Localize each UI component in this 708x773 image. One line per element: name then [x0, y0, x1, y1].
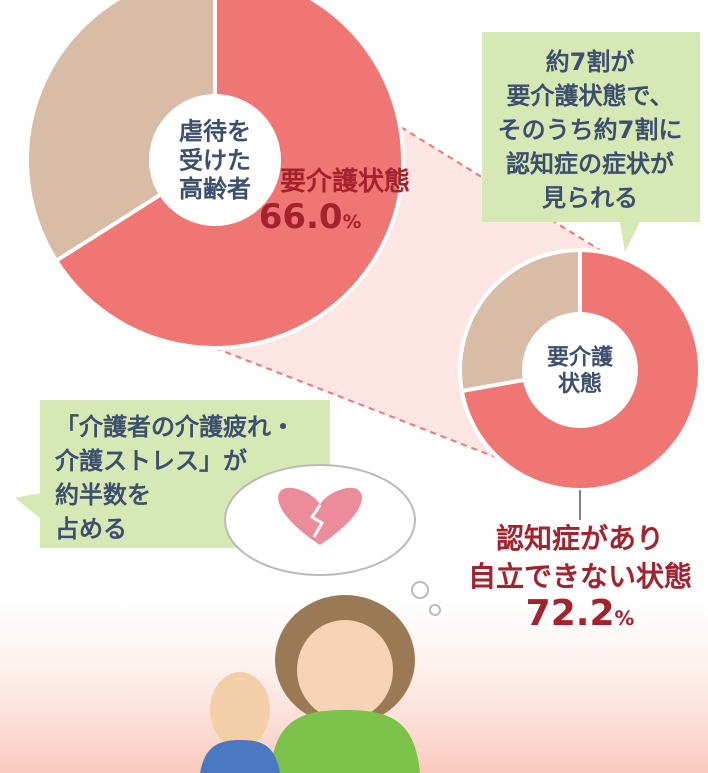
slice-label-line: 自立できない状態	[468, 560, 692, 593]
callout-text-line: 占める	[55, 515, 127, 543]
callout-text-line: 見られる	[542, 184, 638, 212]
value-label: 72.2%	[526, 593, 635, 634]
man-body	[200, 740, 280, 773]
slice-label: 認知症があり自立できない状態	[468, 522, 692, 593]
callout-text-line: 約7割が	[546, 48, 635, 76]
value-unit: %	[343, 212, 362, 233]
woman-face	[297, 620, 393, 720]
center-label-line: 要介護	[547, 345, 614, 371]
callout-text: 「介護者の介護疲れ・介護ストレス」が約半数を占める	[54, 413, 295, 543]
callout-text-line: 約半数を	[55, 481, 151, 509]
thought-dot	[429, 604, 441, 616]
center-label-line: 受けた	[179, 146, 251, 174]
callout-text-line: 要介護状態で、	[506, 82, 673, 110]
value-number: 66.0	[259, 197, 343, 237]
callout-text-line: 「介護者の介護疲れ・	[55, 413, 295, 441]
value-label: 66.0%	[259, 197, 362, 237]
slice-label-line: 認知症があり	[496, 522, 664, 555]
value-unit: %	[615, 607, 635, 630]
center-label: 虐待を受けた高齢者	[179, 118, 251, 204]
man-face	[210, 672, 270, 748]
heart-crack	[309, 504, 325, 538]
value-number: 72.2	[526, 593, 615, 634]
callout-box	[482, 32, 700, 252]
woman-body	[270, 710, 420, 773]
pie-center	[149, 94, 281, 226]
thought-dot	[411, 581, 429, 599]
center-label-line: 虐待を	[179, 118, 251, 146]
center-label: 要介護状態	[547, 345, 614, 397]
broken-heart	[278, 487, 362, 545]
callout-text: 約7割が要介護状態で、そのうち約7割に認知症の症状が見られる	[498, 48, 683, 212]
callout-text-line: そのうち約7割に	[498, 116, 683, 144]
center-label-line: 高齢者	[179, 175, 251, 203]
callout-text-line: 認知症の症状が	[506, 150, 674, 178]
slice-label: 要介護状態	[280, 166, 410, 197]
callout-text-line: 介護ストレス」が	[54, 447, 247, 475]
pie-center	[522, 312, 638, 428]
slice-label-line: 要介護状態	[280, 166, 410, 197]
center-label-line: 状態	[558, 371, 602, 397]
